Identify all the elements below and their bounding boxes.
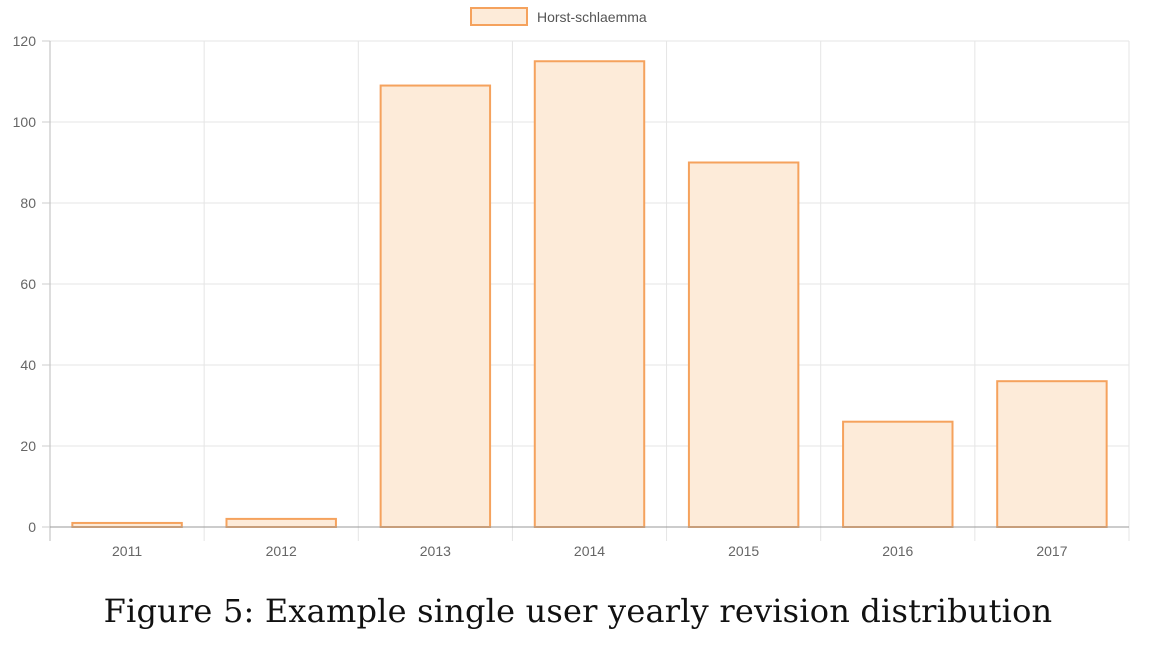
y-tick-label: 20	[20, 438, 36, 454]
x-tick-label-2014: 2014	[574, 543, 605, 559]
y-tick-label: 80	[20, 195, 36, 211]
bar-2012[interactable]	[225, 517, 337, 529]
y-tick-label: 100	[13, 114, 37, 130]
legend[interactable]: Horst-schlaemma	[470, 7, 647, 26]
bar-2015[interactable]	[687, 161, 800, 528]
y-tick-label: 120	[13, 33, 37, 49]
legend-swatch[interactable]	[470, 7, 528, 26]
x-tick-label-2012: 2012	[266, 543, 297, 559]
x-axis-ticks: 2011 2012 2013 2014 2015 2016 2017	[112, 543, 1068, 559]
x-tick-label-2011: 2011	[112, 543, 142, 559]
bar-2011[interactable]	[71, 521, 183, 529]
x-tick-label-2013: 2013	[420, 543, 451, 559]
y-axis-ticks: 0 20 40 60 80 100 120	[13, 33, 50, 535]
x-tick-label-2015: 2015	[728, 543, 759, 559]
legend-label[interactable]: Horst-schlaemma	[537, 9, 647, 25]
figure-caption: Figure 5: Example single user yearly rev…	[103, 592, 1053, 630]
bar-2016[interactable]	[842, 420, 954, 529]
bar-2017[interactable]	[996, 380, 1108, 529]
bar-chart: 0 20 40 60 80 100 120 2011 2012 2013 2014 2015 2016…	[13, 7, 1130, 559]
bar-2014[interactable]	[533, 60, 646, 528]
x-tick-label-2017: 2017	[1036, 543, 1067, 559]
axes	[49, 41, 1129, 541]
x-tick-label-2016: 2016	[882, 543, 913, 559]
y-tick-label: 0	[28, 519, 36, 535]
y-tick-label: 60	[20, 276, 36, 292]
bars	[71, 60, 1108, 529]
y-tick-label: 40	[20, 357, 36, 373]
bar-2013[interactable]	[379, 84, 492, 529]
